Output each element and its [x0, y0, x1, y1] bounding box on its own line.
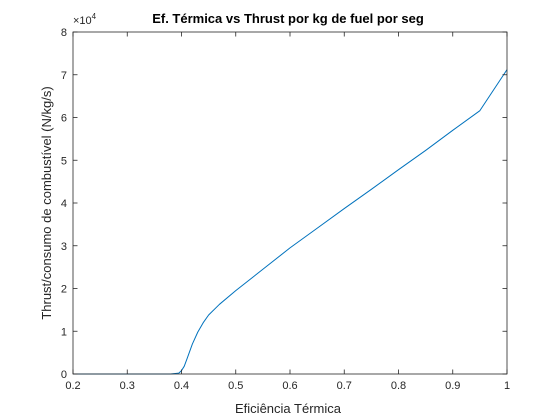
x-tick-label: 0.8: [391, 380, 406, 392]
y-tick-label: 4: [61, 198, 67, 210]
x-tick-label: 0.7: [337, 380, 352, 392]
chart-title: Ef. Térmica vs Thrust por kg de fuel por…: [152, 11, 424, 26]
x-tick-label: 0.4: [174, 380, 189, 392]
series-line: [73, 69, 508, 375]
y-axis-label: Thrust/consumo de combustível (N/kg/s): [39, 86, 54, 319]
x-tick-label: 0.2: [65, 380, 80, 392]
plot-area: [73, 32, 507, 374]
x-tick-label: 0.5: [228, 380, 243, 392]
ticks-layer: 0.2 0.3 0.4 0.5 0.6 0.7 0.8 0.9 1 0 1 2 3 4 5 6 7 8: [61, 27, 510, 392]
y-exponent-label: ×104: [73, 12, 97, 27]
y-tick-label: 6: [61, 113, 67, 125]
y-tick-label: 0: [61, 369, 67, 381]
x-axis-label: Eficiência Térmica: [235, 401, 342, 416]
y-tick-label: 1: [61, 326, 67, 338]
series-layer: [73, 69, 508, 375]
x-tick-label: 0.3: [120, 380, 135, 392]
y-tick-label: 2: [61, 284, 67, 296]
x-tick-label: 1: [504, 380, 510, 392]
x-tick-label: 0.6: [282, 380, 297, 392]
x-tick-label: 0.9: [445, 380, 460, 392]
y-tick-label: 7: [61, 70, 67, 82]
y-tick-label: 3: [61, 241, 67, 253]
y-tick-label: 5: [61, 155, 67, 167]
y-tick-label: 8: [61, 27, 67, 39]
